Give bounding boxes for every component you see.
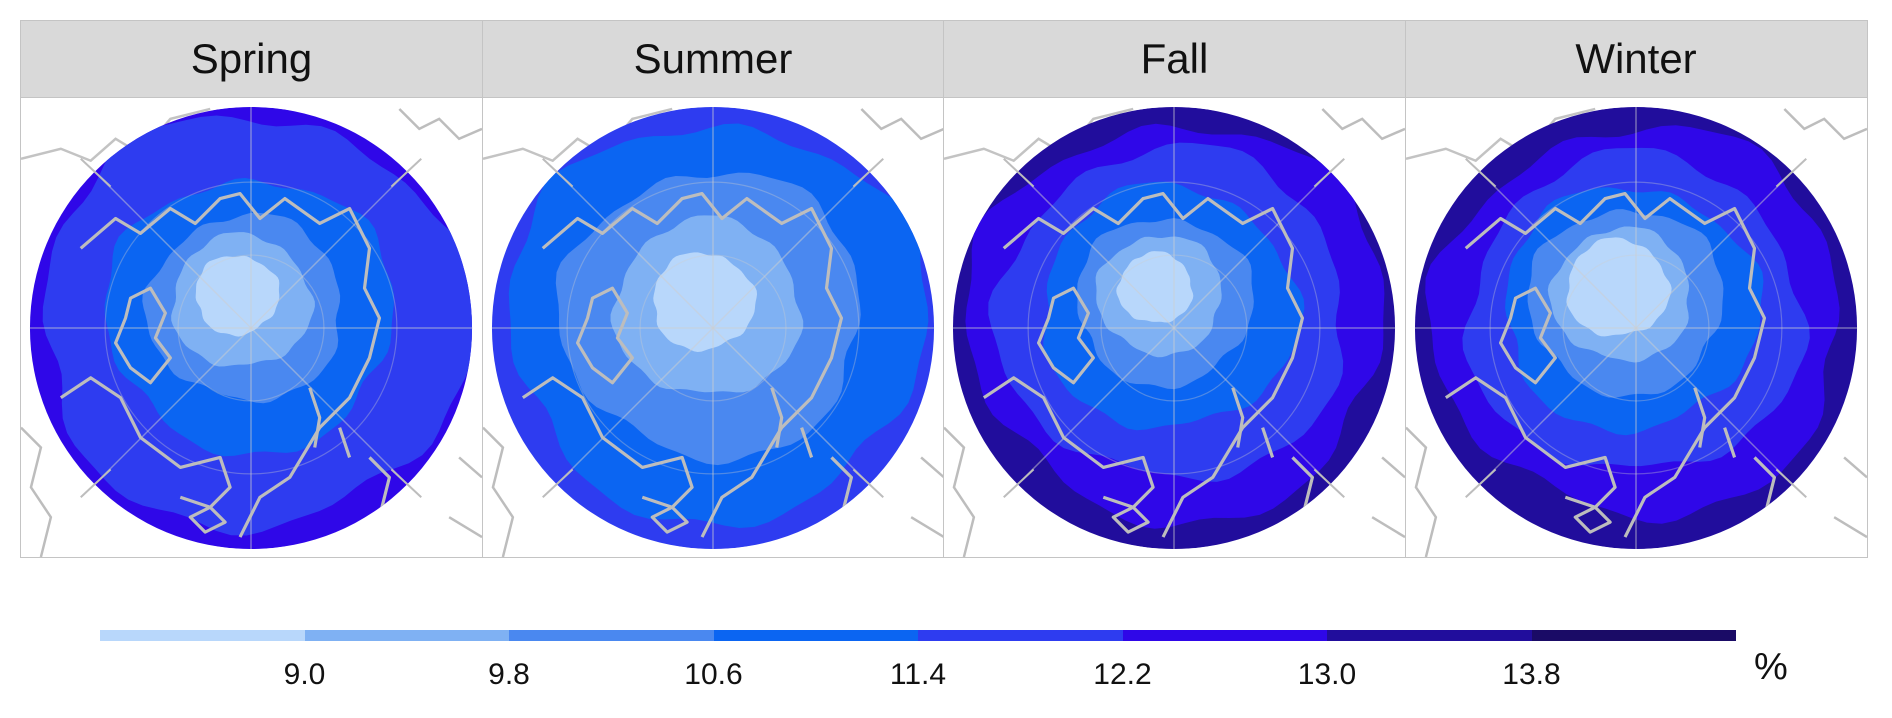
latitude-circle xyxy=(1100,254,1248,402)
meridian-line xyxy=(94,171,408,485)
latitude-circle xyxy=(1489,181,1782,475)
latitude-circle xyxy=(1027,181,1321,475)
graticule-extensions xyxy=(1003,158,1345,498)
colorbar-tick-label: 11.4 xyxy=(889,658,947,691)
panel-spring: Spring xyxy=(20,20,483,558)
coastlines xyxy=(982,191,1314,539)
colorbar-unit-label: % xyxy=(1754,646,1788,688)
colorbar-tick-label: 10.6 xyxy=(684,658,743,691)
seasonal-map-panels: Spring Summer Fall Winter xyxy=(20,20,1872,558)
panel-title-fall: Fall xyxy=(944,21,1405,98)
colorbar-swatch xyxy=(509,630,714,641)
meridian-line xyxy=(1478,171,1793,485)
polar-map-summer xyxy=(482,106,944,558)
value-zone xyxy=(195,255,280,337)
polar-map-winter xyxy=(1405,106,1867,558)
meridian-line xyxy=(1017,171,1331,485)
outer-coastlines xyxy=(21,107,482,558)
value-zone xyxy=(1565,237,1672,337)
colorbar-tick-label: 9.8 xyxy=(488,658,530,691)
colorbar-swatch xyxy=(1531,630,1736,641)
colorbar-swatch xyxy=(1122,630,1327,641)
panel-summer: Summer xyxy=(481,20,945,558)
panel-winter: Winter xyxy=(1404,20,1868,558)
outer-coastlines xyxy=(944,107,1405,558)
colorbar-tick-label: 12.2 xyxy=(1093,658,1152,691)
panel-title-summer: Summer xyxy=(482,21,944,98)
colorbar-swatch xyxy=(304,630,509,641)
colorbar-tick-label: 9.0 xyxy=(283,658,326,691)
value-field xyxy=(29,106,473,550)
colorbar-tick-label: 13.8 xyxy=(1502,658,1561,691)
latitude-circle xyxy=(104,181,398,475)
panel-title-spring: Spring xyxy=(21,21,482,98)
latitude-circle xyxy=(638,254,787,402)
graticule-extensions xyxy=(80,158,422,498)
colorbar xyxy=(100,630,1736,641)
graticule-extensions xyxy=(1464,158,1807,498)
value-field xyxy=(952,106,1396,550)
outer-coastlines xyxy=(1405,107,1867,558)
latitude-circle xyxy=(566,181,859,475)
colorbar-swatch xyxy=(1327,630,1532,641)
panel-fall: Fall xyxy=(943,20,1406,558)
coastlines xyxy=(1444,191,1776,539)
panel-title-winter: Winter xyxy=(1405,21,1867,98)
value-zone xyxy=(652,252,757,352)
latitude-circle xyxy=(1561,254,1710,402)
value-field xyxy=(1414,106,1857,550)
colorbar-tick-label: 13.0 xyxy=(1297,658,1357,691)
latitude-circle xyxy=(177,254,325,402)
meridian-line xyxy=(555,171,870,485)
colorbar-swatch xyxy=(713,630,918,641)
polar-map-fall xyxy=(944,106,1405,558)
outer-coastlines xyxy=(482,107,944,558)
colorbar-swatch xyxy=(918,630,1123,641)
graticule-extensions xyxy=(541,158,884,498)
polar-map-spring xyxy=(21,106,482,558)
colorbar-swatch xyxy=(100,630,305,641)
value-field xyxy=(491,106,934,550)
